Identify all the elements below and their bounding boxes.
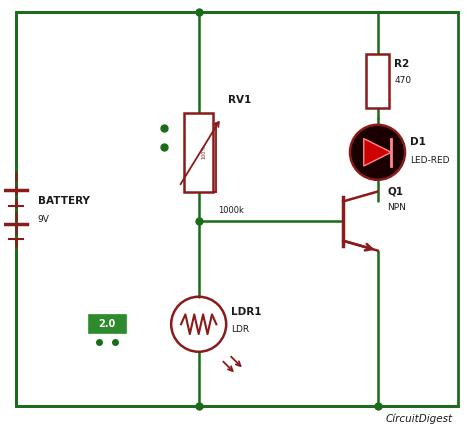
Text: 2.0: 2.0 xyxy=(99,319,116,329)
Polygon shape xyxy=(364,139,391,166)
Text: LDR1: LDR1 xyxy=(231,307,262,317)
Text: RV1: RV1 xyxy=(228,95,251,105)
Text: 470: 470 xyxy=(394,76,411,85)
Text: BATTERY: BATTERY xyxy=(37,196,90,207)
Text: Q1: Q1 xyxy=(387,187,403,197)
Text: 1000k: 1000k xyxy=(219,206,244,215)
Bar xyxy=(184,113,213,192)
Text: 100%: 100% xyxy=(201,145,206,159)
Text: LED-RED: LED-RED xyxy=(410,156,449,164)
Bar xyxy=(89,315,126,333)
Text: CírcuitDigest: CírcuitDigest xyxy=(386,414,453,424)
Text: 9V: 9V xyxy=(37,215,49,224)
Circle shape xyxy=(350,125,405,180)
Text: R2: R2 xyxy=(394,59,410,69)
Text: NPN: NPN xyxy=(387,203,406,212)
Bar xyxy=(366,54,389,108)
Text: D1: D1 xyxy=(410,137,426,147)
Text: LDR: LDR xyxy=(231,325,249,334)
